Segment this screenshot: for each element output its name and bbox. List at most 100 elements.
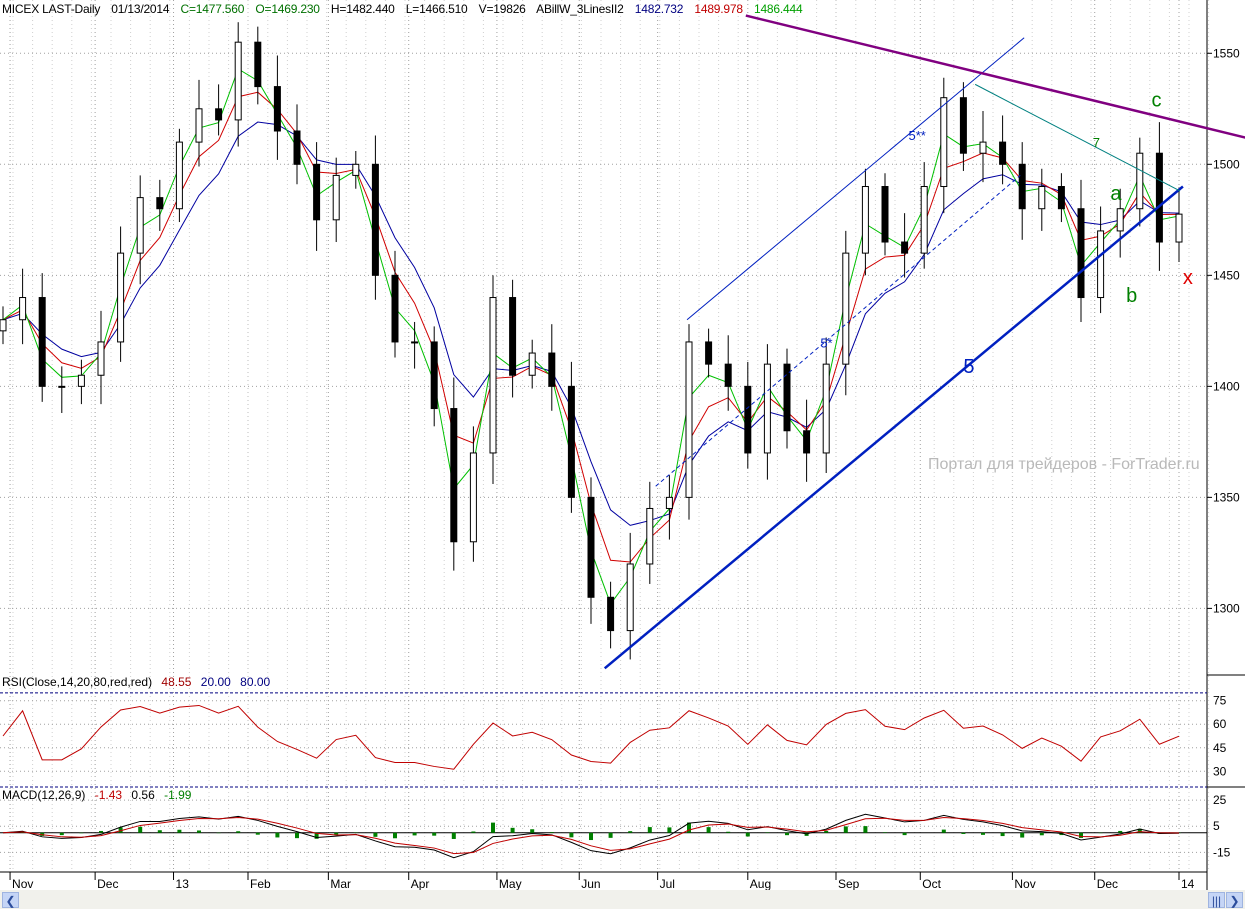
candle-body [58, 385, 66, 388]
macd-value-2: 0.56 [131, 788, 155, 802]
y-tick-label: 1500 [1213, 157, 1240, 171]
candle [58, 366, 66, 413]
macd-histogram-bar [373, 832, 378, 837]
macd-histogram-bar [667, 827, 672, 833]
candle-body [881, 186, 889, 243]
candle [959, 82, 967, 171]
candle [136, 175, 144, 285]
candle [1155, 122, 1163, 271]
candle-body [136, 197, 144, 254]
macd-histogram-bar [1020, 832, 1025, 838]
macd-histogram-bar [471, 831, 476, 833]
candle [293, 104, 301, 185]
candle [940, 77, 948, 214]
macd-histogram-bar [706, 827, 711, 833]
candle [1038, 168, 1046, 231]
macd-histogram-bar [118, 827, 123, 833]
candle-body [1097, 230, 1105, 299]
candle [1175, 187, 1183, 263]
candle-body [175, 141, 183, 210]
horizontal-scrollbar[interactable]: ❮ ||| ❯ [0, 890, 1245, 909]
close-value: C=1477.560 [180, 2, 245, 16]
ma-blue-value: 1482.732 [634, 2, 684, 16]
candle [195, 79, 203, 167]
candle [1057, 173, 1065, 223]
trendline-resistance [745, 14, 1245, 139]
macd-histogram-bar [295, 832, 299, 839]
candle-body [38, 297, 46, 387]
candle [803, 399, 811, 482]
macd-histogram-bar [451, 832, 456, 839]
candle-body [861, 186, 869, 254]
macd-histogram-bar [608, 832, 613, 838]
candle-body [1175, 213, 1183, 243]
candle [430, 326, 438, 427]
macd-histogram-bar [843, 826, 848, 833]
scroll-thumb[interactable]: ||| [1208, 892, 1225, 908]
low-value: L=1466.510 [405, 2, 468, 16]
candle-body [156, 197, 164, 210]
candle-body [744, 385, 752, 454]
candle [0, 306, 7, 345]
candle-body [352, 163, 360, 176]
volume-value: V=19826 [478, 2, 526, 16]
candle-body [1136, 152, 1144, 210]
annotation-label: 5 [963, 356, 974, 378]
macd-histogram-bar [412, 832, 417, 836]
candle-body [626, 563, 634, 632]
macd-histogram-bar [314, 832, 319, 839]
high-value: H=1482.440 [330, 2, 395, 16]
macd-histogram-bar [628, 831, 633, 833]
x-tick-label: Apr [411, 877, 430, 891]
macd-histogram-bar [255, 832, 260, 835]
candle-body [999, 141, 1007, 165]
y-tick-label: 1300 [1213, 601, 1240, 615]
candle [979, 111, 987, 183]
macd-line [2, 813, 1180, 859]
candle [724, 335, 732, 411]
scroll-left-button[interactable]: ❮ [2, 892, 19, 908]
candle [705, 328, 713, 378]
macd-histogram-bar [941, 829, 946, 833]
candle-body [391, 274, 399, 343]
candle [567, 361, 575, 513]
macd-histogram-bar [59, 832, 64, 836]
candle-body [97, 341, 105, 376]
macd-name: MACD(12,26,9) [2, 788, 86, 802]
candle-body [724, 363, 732, 387]
open-value: O=1469.230 [255, 2, 320, 16]
macd-histogram-bar [569, 832, 574, 838]
x-tick-label: Aug [750, 877, 771, 891]
rsi-high-level: 80.00 [240, 675, 271, 689]
candle [117, 226, 125, 362]
scroll-right-button[interactable]: ❯ [1226, 892, 1243, 908]
macd-histogram-bar [334, 832, 339, 835]
macd-histogram-bar [197, 830, 201, 833]
macd-histogram-bar [491, 822, 495, 833]
candle [744, 361, 752, 469]
candle-body [332, 174, 340, 221]
candle-body [293, 130, 301, 165]
candle [450, 377, 458, 571]
rsi-tick-label: 75 [1213, 694, 1227, 708]
candle-body [1077, 208, 1085, 299]
candle [156, 179, 164, 231]
candle-body [1057, 186, 1065, 210]
candle-body [1018, 163, 1026, 210]
candle-body [901, 241, 909, 254]
candle [861, 168, 869, 276]
candle-body [77, 374, 85, 387]
candle [665, 475, 673, 540]
candle [175, 128, 183, 223]
candle [38, 273, 46, 402]
candle-body [215, 108, 223, 121]
macd-histogram-bar [236, 831, 241, 833]
candle-body [371, 163, 379, 276]
macd-histogram-bar [432, 832, 437, 836]
x-tick-label: Jun [581, 877, 600, 891]
candle-body [195, 108, 203, 143]
trendline-channel-5-star [655, 175, 1021, 487]
x-tick-label: Mar [330, 877, 351, 891]
chart-header: MICEX LAST-Daily 01/13/2014 C=1477.560 O… [2, 2, 810, 16]
